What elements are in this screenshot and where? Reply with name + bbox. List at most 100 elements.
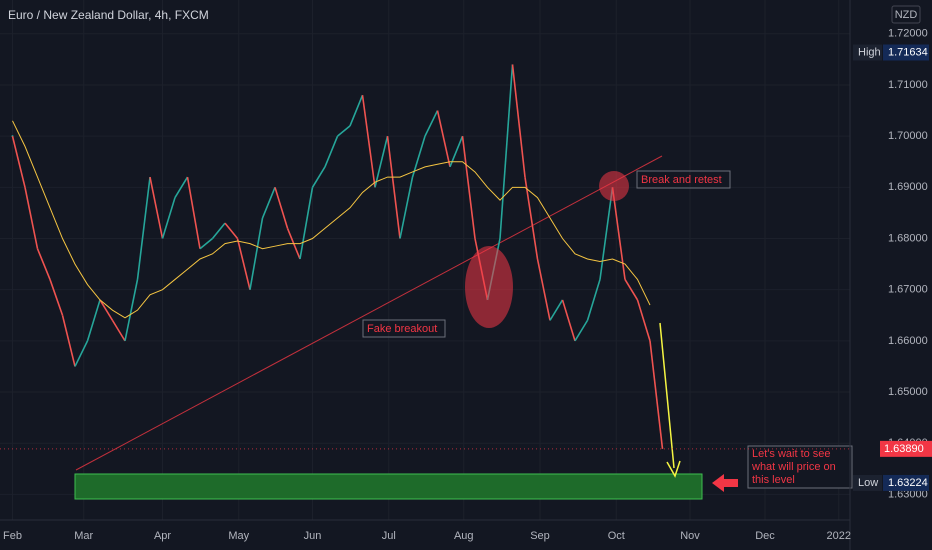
x-tick-label: Sep xyxy=(530,530,550,542)
marker-value: 1.71634 xyxy=(888,46,928,58)
x-tick-label: Feb xyxy=(3,530,22,542)
trend-line xyxy=(75,155,663,471)
price-segment xyxy=(611,187,626,280)
price-segment xyxy=(361,95,376,188)
price-segment xyxy=(461,136,476,239)
price-segment xyxy=(586,279,601,321)
left-arrow xyxy=(712,474,738,492)
marker-name: Low xyxy=(858,477,878,489)
price-segment xyxy=(599,187,614,280)
price-segment xyxy=(499,64,514,239)
marker-name-box xyxy=(853,44,882,61)
price-segment xyxy=(99,299,114,321)
price-segment xyxy=(636,299,651,342)
price-segment xyxy=(336,125,351,137)
price-segment xyxy=(299,187,314,260)
price-segment xyxy=(649,340,664,449)
x-tick-label: Apr xyxy=(154,530,171,542)
y-tick-label: 1.63000 xyxy=(888,488,928,500)
marker-value-box xyxy=(883,474,929,491)
price-segment xyxy=(324,135,339,168)
annotation-box xyxy=(747,445,853,489)
price-segment xyxy=(524,176,539,260)
down-arrow-head xyxy=(666,460,681,478)
price-segment xyxy=(211,222,226,240)
grid xyxy=(0,0,850,520)
price-segment xyxy=(61,315,76,367)
price-segment xyxy=(249,217,264,290)
annotation: Break and retest xyxy=(641,174,722,186)
y-tick-label: 1.72000 xyxy=(888,28,928,40)
price-segment xyxy=(436,110,451,168)
retest-zone xyxy=(599,171,629,201)
price-segment xyxy=(86,299,101,342)
price-segment xyxy=(549,299,564,321)
annotation: what will price on xyxy=(751,461,836,473)
price-segment xyxy=(11,135,26,188)
marker-name-box xyxy=(853,474,882,491)
price-segment xyxy=(574,319,589,342)
marker-value-box xyxy=(883,44,929,61)
annotation: this level xyxy=(752,474,795,486)
support-zone xyxy=(74,473,703,500)
price-segment xyxy=(74,340,89,367)
y-tick-label: 1.67000 xyxy=(888,284,928,296)
x-tick-label: Jul xyxy=(382,530,396,542)
x-tick-label: Oct xyxy=(608,530,625,542)
x-tick-label: 2022 xyxy=(827,530,851,542)
price-segment xyxy=(511,64,526,178)
marker-value: 1.63224 xyxy=(888,477,928,489)
x-tick-label: Mar xyxy=(74,530,93,542)
price-segment xyxy=(274,187,289,229)
y-tick-label: 1.69000 xyxy=(888,181,928,193)
marker-name: High xyxy=(858,46,881,58)
last-price-box xyxy=(880,440,932,457)
x-tick-label: Nov xyxy=(680,530,700,542)
moving-average xyxy=(12,120,651,319)
currency: NZD xyxy=(895,9,918,21)
price-segment xyxy=(374,135,389,188)
price-segment xyxy=(174,176,189,198)
annotation-box xyxy=(636,170,731,189)
price-segment xyxy=(161,197,176,239)
price-segment xyxy=(49,279,64,316)
y-tick-label: 1.65000 xyxy=(888,386,928,398)
currency-box xyxy=(891,5,921,24)
y-tick-label: 1.66000 xyxy=(888,335,928,347)
price-segment xyxy=(261,187,276,219)
x-tick-label: May xyxy=(228,530,249,542)
x-tick-label: Aug xyxy=(454,530,474,542)
price-segment xyxy=(624,279,639,301)
annotation-box xyxy=(362,319,446,338)
price-segment xyxy=(349,94,364,127)
annotation: Fake breakout xyxy=(367,323,437,335)
price-segment xyxy=(224,222,239,240)
last-price-label: 1.63890 xyxy=(884,443,924,455)
fake-breakout-zone xyxy=(465,246,513,328)
y-tick-label: 1.71000 xyxy=(888,79,928,91)
price-segment xyxy=(36,248,51,280)
price-segment xyxy=(186,176,201,249)
price-segment xyxy=(124,279,139,342)
price-lines xyxy=(11,64,664,449)
price-segment xyxy=(236,238,251,290)
price-segment xyxy=(561,299,576,342)
price-segment xyxy=(136,176,151,280)
price-segment xyxy=(149,176,164,239)
price-segment xyxy=(411,135,426,178)
x-tick-label: Dec xyxy=(755,530,775,542)
price-segment xyxy=(199,237,214,250)
price-segment xyxy=(536,258,551,321)
chart-title: Euro / New Zealand Dollar, 4h, FXCM xyxy=(8,8,209,22)
down-arrow xyxy=(659,322,675,469)
price-segment xyxy=(386,136,401,239)
axes: 1.630001.640001.650001.660001.670001.680… xyxy=(0,28,932,542)
annotation: Let's wait to see xyxy=(752,448,831,460)
y-tick-label: 1.70000 xyxy=(888,130,928,142)
price-segment xyxy=(311,166,326,188)
price-segment xyxy=(424,110,439,137)
price-segment xyxy=(24,187,39,249)
price-segment xyxy=(399,176,414,239)
price-segment xyxy=(111,319,126,342)
